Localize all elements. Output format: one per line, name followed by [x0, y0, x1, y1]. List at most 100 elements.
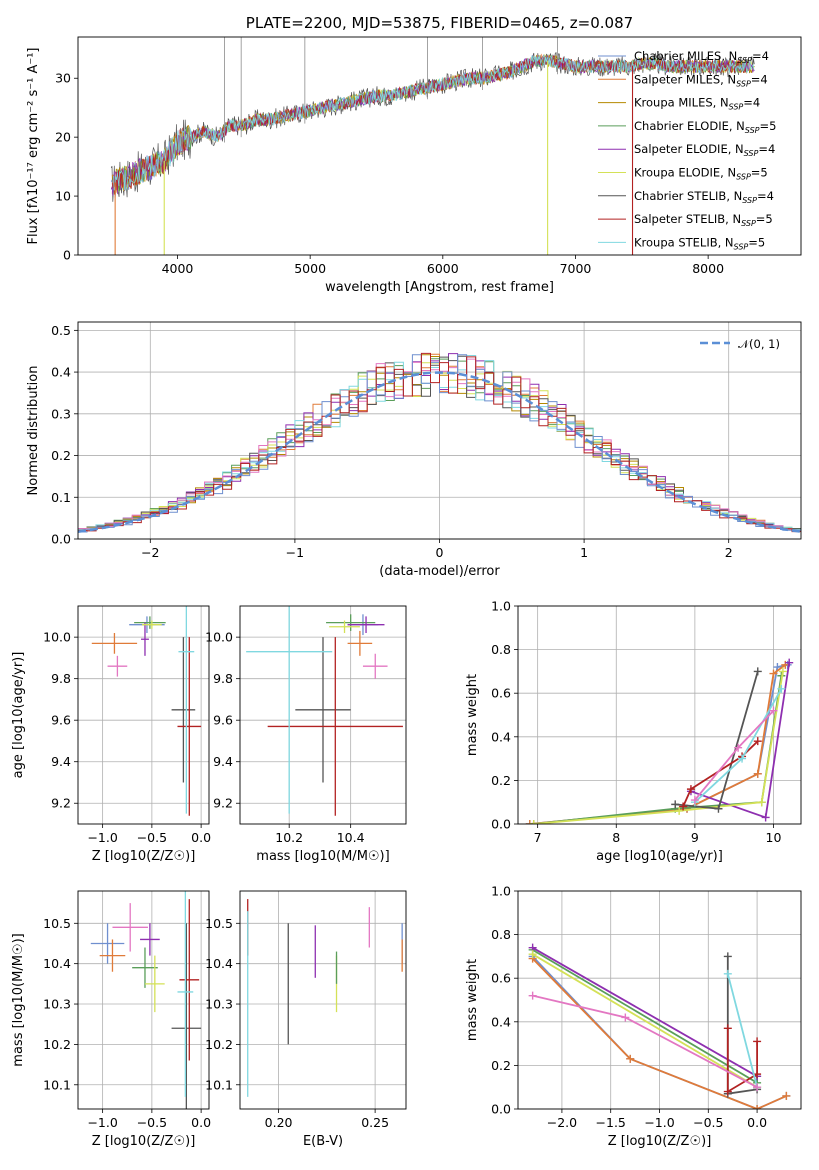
- weight-marker: [529, 820, 538, 824]
- weight-marker: [753, 667, 762, 676]
- panel-age-vs-Z: −1.0 −0.5 0.0 9.2 9.4 9.6 9.8 10.0 Z [log10(Z/Z☉…: [11, 605, 211, 864]
- y-tick-label: 9.6: [51, 713, 71, 728]
- y-tick-label: 9.2: [51, 796, 71, 811]
- x-tick-label: −0.5: [137, 830, 167, 845]
- y-tick-label: 10.0: [205, 630, 233, 645]
- error-bars: [247, 899, 403, 1097]
- y-tick-label: 9.6: [213, 713, 233, 728]
- error-point: [347, 616, 385, 633]
- error-point: [177, 637, 202, 816]
- error-point: [90, 923, 125, 964]
- y-tick-label: 0.0: [491, 1102, 511, 1117]
- x-axis-label: age [log10(age/yr)]: [596, 849, 723, 864]
- weight-marker: [723, 969, 732, 978]
- error-point: [267, 637, 403, 816]
- y-tick-label: 10.2: [43, 1037, 71, 1052]
- y-tick-label: 0.3: [51, 406, 71, 421]
- x-tick-label: 0.25: [361, 1115, 389, 1130]
- x-tick-label: −1.0: [87, 1115, 117, 1130]
- y-tick-label: 30: [55, 71, 71, 86]
- y-tick-label: 0.5: [51, 323, 71, 338]
- x-tick-label: 0: [436, 545, 444, 560]
- error-point: [134, 616, 166, 629]
- y-tick-label: 0.0: [491, 817, 511, 832]
- x-tick-label: −2.0: [547, 1115, 577, 1130]
- error-point: [141, 622, 149, 656]
- error-point: [362, 653, 388, 679]
- x-tick-label: 5000: [294, 261, 326, 276]
- y-tick-label: 0.8: [491, 927, 511, 942]
- weight-marker: [778, 667, 787, 676]
- x-tick-label: 0.20: [265, 1115, 293, 1130]
- weight-marker: [753, 1037, 762, 1046]
- weight-line: [533, 675, 783, 824]
- panel-mass-weight-vs-Z: −2.0 −1.5 −1.0 −0.5 0.0 0.0 0.2 0.4 0.6 0.8 1.0 Z […: [465, 884, 802, 1149]
- error-bars: [90, 891, 202, 1109]
- y-tick-label: 0.1: [51, 490, 71, 505]
- y-tick-label: 20: [55, 130, 71, 145]
- x-tick-label: −0.5: [693, 1115, 723, 1130]
- weight-marker: [723, 1087, 732, 1096]
- histograms: [78, 352, 801, 533]
- y-tick-label: 0.6: [491, 971, 511, 986]
- legend-entry: Salpeter STELIB, NSSP=5: [634, 212, 773, 228]
- y-tick-label: 10.4: [205, 956, 233, 971]
- panel-mass-vs-EBV: 0.20 0.25 10.1 10.2 10.3 10.4 10.5 E(B-V): [205, 890, 407, 1149]
- legend-entry: Kroupa STELIB, NSSP=5: [634, 235, 765, 251]
- y-tick-label: 10.1: [43, 1077, 71, 1092]
- axes-frame: [517, 605, 802, 825]
- error-point: [112, 903, 148, 952]
- y-tick-label: 1.0: [491, 884, 511, 899]
- weight-marker: [757, 798, 766, 807]
- legend: Chabrier MILES, NSSP=4 Salpeter MILES, NS…: [598, 49, 776, 251]
- weight-marker: [626, 1054, 635, 1063]
- x-tick-label: −2: [141, 545, 159, 560]
- weight-marker: [686, 785, 695, 794]
- x-tick-label: 0.0: [747, 1115, 767, 1130]
- error-point: [347, 630, 373, 656]
- error-point: [171, 923, 202, 1109]
- y-tick-label: 0.4: [491, 729, 511, 744]
- normal-curve: [78, 371, 801, 533]
- x-tick-label: 2: [725, 545, 733, 560]
- weight-line: [531, 957, 787, 1109]
- weight-marker: [769, 706, 778, 715]
- y-tick-label: 9.4: [213, 754, 233, 769]
- weight-marker: [679, 802, 688, 811]
- x-tick-label: −1.0: [87, 830, 117, 845]
- weight-marker: [769, 669, 778, 678]
- error-point: [144, 955, 165, 1013]
- weight-marker: [738, 754, 747, 763]
- x-axis-label: Z [log10(Z/Z☉)]: [92, 849, 196, 864]
- legend-entry: Kroupa MILES, NSSP=4: [634, 96, 760, 112]
- x-tick-label: 10.4: [337, 830, 365, 845]
- axes-frame: [239, 890, 407, 1110]
- weight-marker: [753, 769, 762, 778]
- x-tick-label: 4000: [162, 261, 194, 276]
- weight-marker: [675, 806, 684, 815]
- y-axis-label: mass [log10(M/M☉)]: [11, 933, 26, 1066]
- y-tick-label: 0.2: [51, 448, 71, 463]
- panel-spectrum: 4000 5000 6000 7000 8000 0 10 20 30 wavelength [A…: [26, 14, 802, 295]
- spectrum-line: [112, 54, 755, 191]
- spectra: [110, 37, 755, 255]
- y-tick-label: 9.4: [51, 754, 71, 769]
- weight-line: [532, 946, 758, 1078]
- weight-line: [529, 664, 788, 824]
- legend-entry: Kroupa ELODIE, NSSP=5: [634, 166, 768, 182]
- y-tick-label: 1.0: [491, 599, 511, 614]
- error-point: [179, 899, 200, 1061]
- error-point: [142, 620, 162, 629]
- error-point: [132, 947, 158, 988]
- y-tick-label: 10.5: [205, 916, 233, 931]
- y-tick-label: 9.2: [213, 796, 233, 811]
- x-tick-label: 1: [580, 545, 588, 560]
- x-tick-label: 6000: [427, 261, 459, 276]
- error-point: [295, 637, 351, 783]
- legend-entry: Chabrier ELODIE, NSSP=5: [634, 119, 776, 135]
- x-tick-label: −1: [286, 545, 304, 560]
- weight-marker: [671, 800, 680, 809]
- weight-marker: [777, 684, 786, 693]
- x-tick-label: −0.5: [137, 1115, 167, 1130]
- y-tick-label: 10.0: [43, 630, 71, 645]
